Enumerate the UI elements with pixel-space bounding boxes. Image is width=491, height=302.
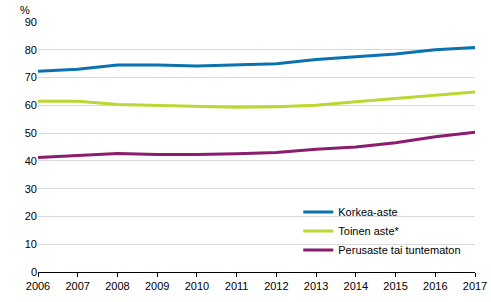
svg-text:2017: 2017: [463, 280, 487, 292]
svg-text:Toinen aste*: Toinen aste*: [338, 225, 399, 237]
svg-text:2014: 2014: [344, 280, 368, 292]
svg-text:2008: 2008: [105, 280, 129, 292]
svg-text:Perusaste tai tuntematon: Perusaste tai tuntematon: [338, 244, 460, 256]
svg-text:2012: 2012: [264, 280, 288, 292]
svg-text:2007: 2007: [65, 280, 89, 292]
svg-text:30: 30: [25, 183, 37, 195]
svg-text:60: 60: [25, 99, 37, 111]
svg-text:50: 50: [25, 127, 37, 139]
svg-text:40: 40: [25, 155, 37, 167]
svg-text:90: 90: [25, 16, 37, 28]
svg-text:%: %: [20, 4, 30, 16]
svg-text:Korkea-aste: Korkea-aste: [338, 206, 397, 218]
svg-text:70: 70: [25, 71, 37, 83]
svg-text:2015: 2015: [383, 280, 407, 292]
svg-text:2016: 2016: [423, 280, 447, 292]
svg-text:0: 0: [31, 266, 37, 278]
svg-text:2009: 2009: [145, 280, 169, 292]
svg-text:80: 80: [25, 44, 37, 56]
svg-text:10: 10: [25, 238, 37, 250]
svg-text:2013: 2013: [304, 280, 328, 292]
svg-text:2011: 2011: [225, 280, 249, 292]
svg-text:2010: 2010: [185, 280, 209, 292]
svg-text:2006: 2006: [26, 280, 50, 292]
svg-text:20: 20: [25, 210, 37, 222]
